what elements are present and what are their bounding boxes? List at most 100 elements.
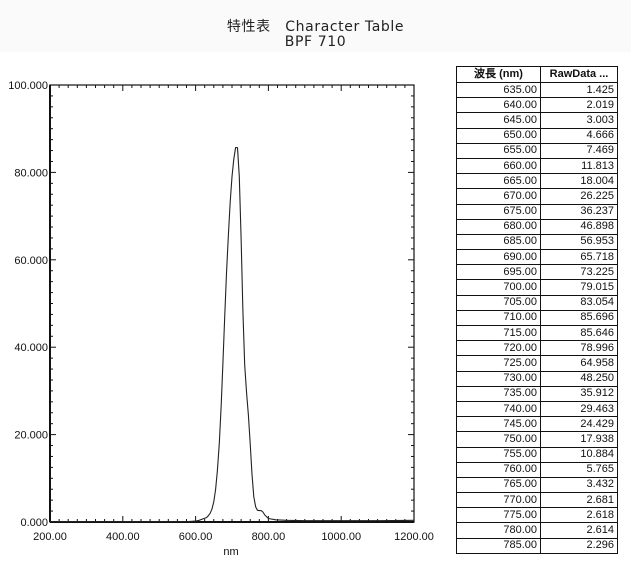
table-row: 655.00 7.469	[456, 142, 618, 159]
x-tick-label: 1200.00	[394, 531, 434, 543]
cell-rawdata: 2.614	[540, 522, 618, 539]
cell-rawdata: 24.429	[540, 416, 618, 433]
table-row: 675.00 36.237	[456, 203, 618, 220]
cell-wavelength: 755.00	[456, 446, 541, 463]
cell-rawdata: 35.912	[540, 385, 618, 402]
x-axis-label: nm	[223, 546, 238, 558]
cell-rawdata: 78.996	[540, 340, 618, 357]
column-header-wavelength: 波長 (nm)	[456, 66, 541, 83]
table-row: 645.00 3.003	[456, 112, 618, 129]
cell-rawdata: 18.004	[540, 173, 618, 190]
cell-rawdata: 7.469	[540, 142, 618, 159]
y-tick-label: 0.000	[20, 517, 48, 529]
table-row: 670.00 26.225	[456, 188, 618, 205]
cell-wavelength: 745.00	[456, 416, 541, 433]
cell-wavelength: 680.00	[456, 218, 541, 235]
line-chart: 200.00 400.00 600.00 800.00 1000.00 1200.00 0.…	[8, 80, 434, 558]
cell-rawdata: 2.296	[540, 537, 618, 554]
table-row: 705.00 83.054	[456, 294, 618, 311]
y-tick-label: 100.000	[8, 80, 48, 92]
y-tick-label: 40.000	[14, 342, 48, 354]
cell-rawdata: 46.898	[540, 218, 618, 235]
cell-rawdata: 83.054	[540, 294, 618, 311]
table-row: 730.00 48.250	[456, 370, 618, 387]
table-row: 660.00 11.813	[456, 157, 618, 175]
cell-rawdata: 65.718	[540, 249, 618, 266]
chart-subtitle: BPF 710	[284, 34, 347, 50]
cell-wavelength: 675.00	[456, 203, 541, 220]
table-row: 780.00 2.614	[456, 522, 618, 539]
column-header-rawdata: RawData ...	[540, 66, 618, 83]
table-row: 785.00 2.296	[456, 537, 618, 554]
table-row: 725.00 64.958	[456, 355, 618, 372]
cell-wavelength: 725.00	[456, 355, 541, 372]
cell-wavelength: 655.00	[456, 142, 541, 159]
cell-rawdata: 73.225	[540, 264, 618, 281]
cell-rawdata: 5.765	[540, 461, 618, 478]
table-row: 765.00 3.432	[456, 476, 618, 494]
y-tick-label: 60.000	[14, 255, 48, 267]
cell-rawdata: 26.225	[540, 188, 618, 205]
cell-wavelength: 650.00	[456, 127, 541, 144]
cell-wavelength: 635.00	[456, 81, 541, 99]
x-tick-label: 200.00	[33, 531, 67, 543]
cell-wavelength: 645.00	[456, 112, 541, 129]
cell-rawdata: 1.425	[540, 81, 618, 99]
table-row: 685.00 56.953	[456, 233, 618, 251]
cell-wavelength: 775.00	[456, 507, 541, 524]
table-row: 775.00 2.618	[456, 507, 618, 524]
table-row: 740.00 29.463	[456, 400, 618, 418]
y-tick-label: 20.000	[14, 430, 48, 442]
cell-rawdata: 10.884	[540, 446, 618, 463]
header-band: 特性表 Character Table BPF 710	[0, 0, 631, 52]
chart-title: 特性表 Character Table	[226, 19, 405, 35]
cell-wavelength: 750.00	[456, 431, 541, 448]
table-row: 640.00 2.019	[456, 97, 618, 114]
cell-rawdata: 79.015	[540, 279, 618, 296]
cell-wavelength: 690.00	[456, 249, 541, 266]
cell-wavelength: 665.00	[456, 173, 541, 190]
cell-rawdata: 85.646	[540, 324, 618, 342]
cell-rawdata: 4.666	[540, 127, 618, 144]
table-row: 700.00 79.015	[456, 279, 618, 296]
table-row: 715.00 85.646	[456, 324, 618, 342]
table-row: 750.00 17.938	[456, 431, 618, 448]
table-row: 760.00 5.765	[456, 461, 618, 478]
cell-wavelength: 695.00	[456, 264, 541, 281]
cell-rawdata: 36.237	[540, 203, 618, 220]
cell-rawdata: 64.958	[540, 355, 618, 372]
cell-wavelength: 705.00	[456, 294, 541, 311]
cell-wavelength: 730.00	[456, 370, 541, 387]
cell-wavelength: 740.00	[456, 400, 541, 418]
table-row: 735.00 35.912	[456, 385, 618, 402]
table-row: 665.00 18.004	[456, 173, 618, 190]
cell-wavelength: 640.00	[456, 97, 541, 114]
table-row: 755.00 10.884	[456, 446, 618, 463]
table-row: 745.00 24.429	[456, 416, 618, 433]
data-table: 波長 (nm) RawData ... 635.00 1.425 640.00 2.0…	[456, 66, 618, 554]
cell-wavelength: 670.00	[456, 188, 541, 205]
x-tick-label: 400.00	[106, 531, 140, 543]
cell-rawdata: 29.463	[540, 400, 618, 418]
cell-wavelength: 685.00	[456, 233, 541, 251]
cell-wavelength: 660.00	[456, 157, 541, 175]
cell-wavelength: 770.00	[456, 492, 541, 509]
plot-frame	[49, 84, 415, 523]
cell-wavelength: 765.00	[456, 476, 541, 494]
cell-wavelength: 715.00	[456, 324, 541, 342]
cell-wavelength: 760.00	[456, 461, 541, 478]
table-row: 710.00 85.696	[456, 309, 618, 327]
cell-rawdata: 56.953	[540, 233, 618, 251]
cell-wavelength: 700.00	[456, 279, 541, 296]
series-line	[50, 146, 415, 523]
cell-wavelength: 720.00	[456, 340, 541, 357]
cell-wavelength: 785.00	[456, 537, 541, 554]
table-row: 720.00 78.996	[456, 340, 618, 357]
cell-wavelength: 710.00	[456, 309, 541, 327]
x-tick-label: 600.00	[179, 531, 213, 543]
table-row: 690.00 65.718	[456, 249, 618, 266]
cell-rawdata: 3.003	[540, 112, 618, 129]
x-tick-label: 800.00	[252, 531, 286, 543]
cell-rawdata: 2.019	[540, 97, 618, 114]
table-row: 695.00 73.225	[456, 264, 618, 281]
